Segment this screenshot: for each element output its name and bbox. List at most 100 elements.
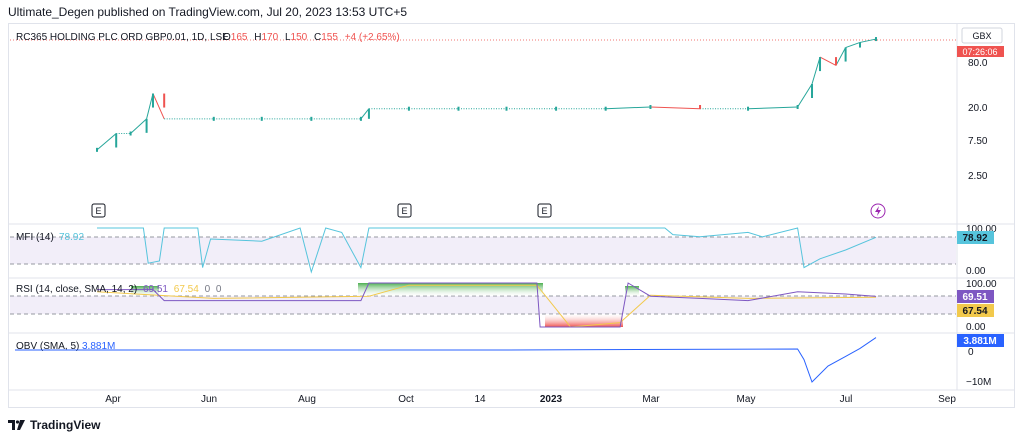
price-tick-label: 20.0 — [968, 103, 988, 114]
earnings-label: E — [95, 206, 101, 216]
price-segment — [797, 83, 813, 108]
time-tick-label: Aug — [298, 394, 316, 405]
earnings-label: E — [541, 206, 547, 216]
price-tick-label: 7.50 — [968, 136, 988, 147]
ohlc-values: O165 H170 L150 C155 +4 (+2.65%) — [223, 32, 400, 43]
high-label: H — [254, 32, 261, 43]
price-segment — [748, 106, 798, 110]
price-segment — [360, 108, 370, 120]
mfi-band — [10, 237, 956, 264]
low-label: L — [285, 32, 291, 43]
obv-axis-zero: 0 — [968, 347, 974, 358]
close-value: 155 — [321, 32, 338, 43]
high-value: 170 — [261, 32, 278, 43]
candle — [875, 37, 877, 42]
candle — [115, 133, 118, 148]
time-axis: Apr Jun Aug Oct 14 2023 Mar May Jul Sep — [105, 394, 956, 405]
candle — [555, 106, 558, 111]
candle — [163, 93, 166, 108]
candle — [811, 84, 814, 98]
candle — [604, 106, 607, 111]
obv-axis-low: −10M — [966, 377, 991, 388]
candle — [407, 106, 410, 111]
earnings-marker[interactable]: E — [91, 203, 106, 218]
time-tick-label: Mar — [642, 394, 660, 405]
rsi-sma-badge-label: 67.54 — [962, 306, 987, 317]
rsi-axis-top: 100.00 — [966, 279, 997, 290]
brand-name: TradingView — [30, 418, 101, 432]
time-tick-label: 14 — [474, 394, 486, 405]
candle — [145, 118, 148, 133]
rsi-band — [10, 296, 956, 314]
lightning-icon[interactable] — [870, 203, 886, 219]
earnings-marker[interactable]: E — [397, 203, 412, 218]
currency-button[interactable] — [961, 27, 1003, 44]
candle — [796, 105, 799, 109]
candle — [859, 42, 862, 48]
mfi-badge — [957, 231, 994, 244]
obv-badge-label: 3.881M — [963, 336, 996, 347]
last-price-badge — [957, 46, 1004, 57]
time-tick-label: 2023 — [540, 394, 563, 405]
open-value: 165 — [231, 32, 248, 43]
candle-bars — [96, 37, 877, 152]
candle — [649, 105, 652, 109]
time-tick-label: Jul — [840, 394, 853, 405]
price-segment — [152, 93, 165, 120]
time-tick-label: Jun — [201, 394, 217, 405]
rsi-sma-value: 67.54 — [174, 284, 199, 295]
candle — [747, 106, 750, 111]
price-segment — [146, 93, 154, 119]
candle — [367, 108, 370, 119]
rsi-sma-badge — [957, 304, 994, 317]
time-tick-label: Apr — [105, 394, 121, 405]
candle — [699, 105, 702, 109]
price-tick-label: 80.0 — [968, 58, 988, 69]
mfi-axis-bottom: 0.00 — [966, 266, 986, 277]
mfi-line — [97, 227, 877, 274]
price-segment — [819, 56, 837, 66]
price-segment — [845, 41, 861, 49]
chart-frame — [8, 23, 1015, 408]
earnings-marker[interactable]: E — [537, 203, 552, 218]
tradingview-logo-icon — [8, 419, 25, 430]
time-tick-label: May — [737, 394, 756, 405]
rsi-overbought-fill — [625, 286, 639, 296]
open-label: O — [223, 32, 231, 43]
countdown-label: 07:26:06 — [962, 47, 997, 57]
rsi-title-text: RSI (14, close, SMA, 14, 2) — [16, 284, 137, 295]
obv-title: OBV (SMA, 5) — [16, 341, 79, 352]
candle — [457, 106, 460, 111]
price-segment — [605, 106, 651, 110]
candle — [151, 93, 154, 108]
price-segment — [130, 118, 147, 134]
price-series — [96, 38, 877, 151]
price-segment — [96, 133, 117, 151]
rsi-value: 69.51 — [143, 284, 168, 295]
obv-badge — [957, 334, 1004, 347]
rsi-axis-bottom: 0.00 — [966, 322, 986, 333]
change-value: +4 (+2.65%) — [345, 32, 400, 43]
candle — [819, 57, 822, 72]
rsi-title: RSI (14, close, SMA, 14, 2) 69.51 67.54 … — [16, 284, 222, 295]
candle — [310, 116, 313, 121]
mfi-axis-top: 100.00 — [966, 224, 997, 235]
rsi-sma-line — [96, 284, 877, 328]
candle — [359, 116, 362, 121]
footer-brand[interactable]: TradingView — [8, 418, 100, 432]
rsi-zero-b: 0 — [216, 284, 222, 295]
candle — [96, 147, 98, 152]
mfi-badge-label: 78.92 — [962, 233, 987, 244]
currency-label: GBX — [972, 31, 991, 41]
rsi-line — [97, 282, 877, 328]
low-value: 150 — [291, 32, 308, 43]
symbol-title[interactable]: RC365 HOLDING PLC ORD GBP0.01, 1D, LSE — [16, 32, 229, 43]
price-segment — [811, 56, 821, 85]
candle — [212, 116, 215, 121]
price-segment — [859, 38, 877, 43]
rsi-overbought-fill — [131, 286, 159, 296]
obv-value: 3.881M — [82, 341, 115, 352]
mfi-value: 78.92 — [59, 232, 84, 243]
time-tick-label: Oct — [398, 394, 414, 405]
